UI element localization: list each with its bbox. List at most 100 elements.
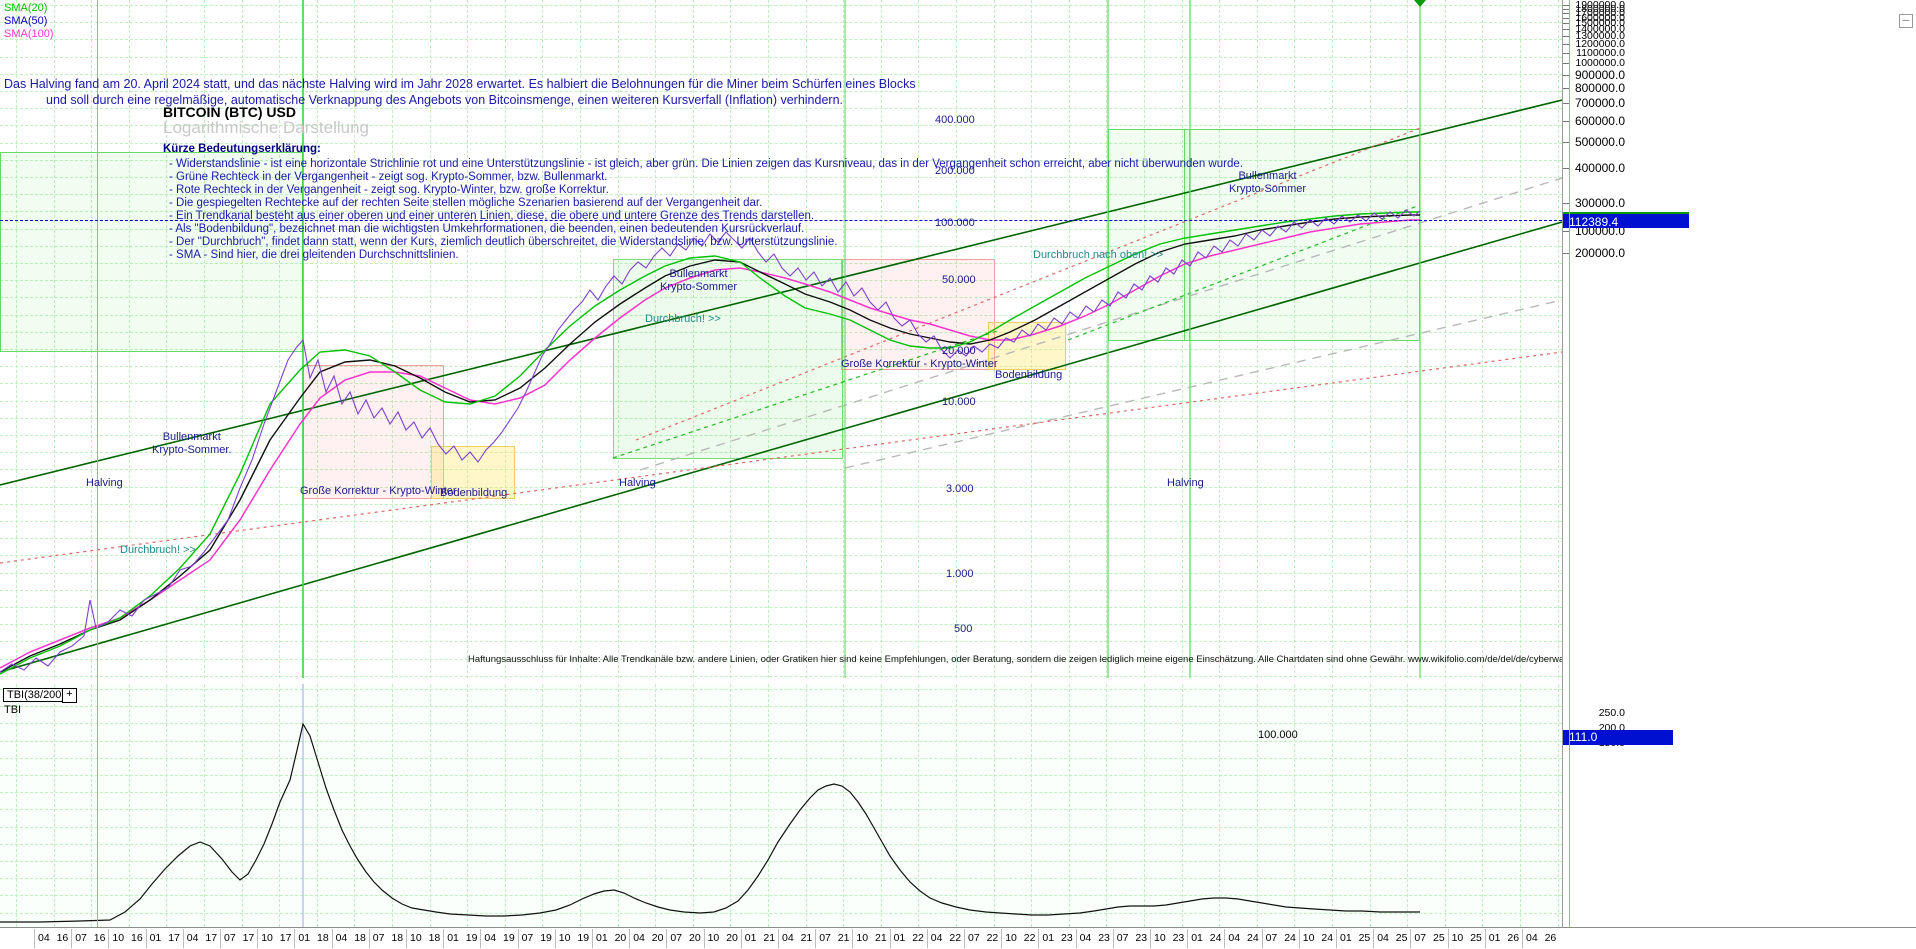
axis-tick-label: 200000.0 xyxy=(1574,246,1625,260)
grid-line-vertical xyxy=(1557,684,1559,927)
date-tick-separator xyxy=(703,929,705,948)
halving-marker-icon xyxy=(1414,0,1426,7)
price-axis[interactable]: ─ 1900000.0 1800000.0 1700000.0 1600000.0 15… xyxy=(1562,0,1916,927)
grid-line-vertical xyxy=(730,684,732,927)
sma20-legend[interactable]: SMA(20) xyxy=(4,2,48,14)
date-tick-label: 23 xyxy=(1098,932,1110,944)
price-label-200000: 200.000 xyxy=(935,165,975,177)
explanation-heading: Kürze Bedeutungserklärung: xyxy=(163,143,321,155)
grid-line-horizontal xyxy=(0,607,1562,608)
date-tick-separator xyxy=(182,929,184,948)
grid-line-horizontal xyxy=(0,878,1562,880)
grid-line-horizontal xyxy=(0,400,1562,402)
annotation-line: Krypto-Sommer xyxy=(660,281,738,293)
grid-line-vertical xyxy=(166,684,168,927)
date-tick-separator xyxy=(1187,929,1189,948)
main-price-plot[interactable]: 400.000 200.000 100.000 50.000 20.000 10… xyxy=(0,0,1562,678)
grid-line-vertical xyxy=(843,0,845,678)
grid-line-horizontal xyxy=(0,245,1562,247)
sma100-legend[interactable]: SMA(100) xyxy=(4,28,54,40)
grid-line-horizontal xyxy=(0,809,1562,811)
price-label-10000: 10.000 xyxy=(942,396,976,408)
annotation-korrektur-2: Große Korrektur - Krypto-Winter xyxy=(841,358,998,370)
annotation-halving-3: Halving xyxy=(1167,477,1204,489)
date-tick-separator xyxy=(108,929,110,948)
grid-line-horizontal xyxy=(0,775,1562,776)
date-tick-label: 10 xyxy=(1005,932,1017,944)
axis-tick-label: 800000.0 xyxy=(1574,81,1625,95)
annotation-durchbruch-2: Durchbruch! >> xyxy=(645,313,721,325)
grid-line-vertical xyxy=(880,0,882,678)
annotation-bullenmarkt-1: Bullenmarkt Krypto-Sommer. xyxy=(152,431,231,457)
grid-line-vertical xyxy=(316,684,318,927)
grid-line-vertical xyxy=(1068,684,1070,927)
date-tick-label: 24 xyxy=(1321,932,1334,944)
grid-line-vertical xyxy=(1444,684,1446,927)
grid-line-horizontal xyxy=(0,572,1562,574)
grid-line-vertical xyxy=(279,0,281,678)
date-tick-label: 07 xyxy=(968,932,980,944)
indicator-name-badge[interactable]: TBI(38/200) xyxy=(3,688,70,702)
price-label-100000: 100.000 xyxy=(935,217,975,229)
date-tick-separator xyxy=(964,929,965,948)
date-tick-separator xyxy=(1075,929,1077,948)
grid-line-vertical xyxy=(805,0,807,678)
date-tick-separator xyxy=(1447,929,1449,948)
date-tick-label: 01 xyxy=(1191,932,1203,944)
date-tick-label: 24 xyxy=(1284,932,1296,944)
axis-tick-mark xyxy=(1563,103,1569,104)
date-tick-separator xyxy=(740,929,742,948)
date-tick-label: 21 xyxy=(800,932,813,944)
grid-line-vertical xyxy=(1369,684,1371,927)
annotation-durchbruch-3: Durchbruch nach oben! >> xyxy=(1033,249,1164,261)
grid-line-horizontal xyxy=(0,159,1562,161)
axis-tick-mark xyxy=(1563,53,1569,54)
grid-line-vertical xyxy=(467,684,469,927)
explanation-item: - Grüne Rechteck in der Vergangenheit - … xyxy=(169,171,608,183)
grid-line-vertical xyxy=(429,684,431,927)
grid-line-vertical xyxy=(1444,0,1446,678)
grid-line-vertical xyxy=(768,0,769,678)
price-grid xyxy=(0,0,1562,678)
sma50-legend[interactable]: SMA(50) xyxy=(4,15,48,27)
grid-line-horizontal xyxy=(0,366,1562,368)
date-tick-label: 24 xyxy=(1247,932,1259,944)
indicator-subpanel[interactable]: TBI(38/200) + TBI xyxy=(0,684,1562,927)
date-tick-separator xyxy=(554,929,556,948)
grid-line-vertical xyxy=(1407,684,1409,927)
grid-line-vertical xyxy=(204,684,205,927)
date-tick-label: 04 xyxy=(1228,932,1241,944)
axis-tick-mark xyxy=(1563,13,1569,14)
date-tick-label: 18 xyxy=(428,932,441,944)
date-tick-label: 04 xyxy=(633,932,645,944)
date-tick-label: 21 xyxy=(763,932,776,944)
grid-line-horizontal xyxy=(0,331,1562,333)
grid-line-vertical xyxy=(1031,0,1033,678)
collapse-icon[interactable]: ─ xyxy=(1899,14,1913,28)
date-tick-label: 04 xyxy=(1526,932,1538,944)
grid-line-vertical xyxy=(1256,0,1258,678)
date-axis[interactable]: 04 16 07 16 10 16 01 17 04 17 07 17 10 17 01 18 04 18 07 18… xyxy=(0,927,1916,949)
grid-line-vertical xyxy=(880,684,882,927)
crosshair-vertical xyxy=(97,0,98,927)
grid-line-vertical xyxy=(91,684,93,927)
date-tick-label: 01 xyxy=(1340,932,1352,944)
date-tick-label: 07 xyxy=(372,932,385,944)
date-tick-label: 18 xyxy=(317,932,329,944)
date-tick-label: 01 xyxy=(1488,932,1501,944)
grid-line-horizontal xyxy=(0,177,1562,178)
grid-line-horizontal xyxy=(0,641,1562,643)
grid-line-vertical xyxy=(354,684,356,927)
explanation-block: Kürze Bedeutungserklärung: - Widerstands… xyxy=(163,143,1243,262)
grid-line-vertical xyxy=(1181,0,1183,678)
date-tick-separator xyxy=(1298,929,1300,948)
date-tick-label: 01 xyxy=(149,932,162,944)
date-tick-separator xyxy=(145,929,147,948)
axis-tick-label: 1600000.0 xyxy=(1575,12,1625,24)
date-tick-separator xyxy=(1410,929,1412,948)
projected-rect-a xyxy=(1108,129,1190,341)
halving-note-line1: Das Halving fand am 20. April 2024 statt… xyxy=(4,77,916,91)
date-tick-label: 10 xyxy=(856,932,869,944)
indicator-expand-icon[interactable]: + xyxy=(62,688,77,703)
grid-line-vertical xyxy=(918,684,920,927)
